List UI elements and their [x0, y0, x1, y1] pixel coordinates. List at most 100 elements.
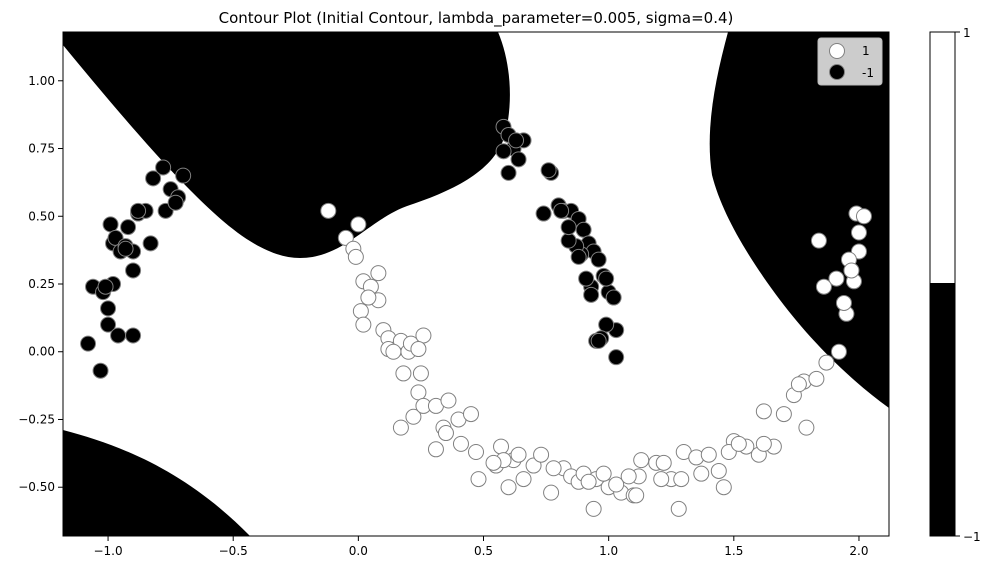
y-tick-label: −0.25: [18, 412, 55, 426]
point-positive: [485, 454, 502, 471]
y-tick-label: 0.75: [28, 142, 55, 156]
x-tick-label: 0.5: [474, 544, 493, 558]
legend-marker-positive: [829, 43, 845, 59]
plot-area: [63, 32, 889, 536]
point-positive: [585, 500, 602, 517]
point-positive: [620, 468, 637, 485]
legend-label-negative: -1: [862, 66, 874, 80]
point-negative: [155, 159, 172, 176]
point-positive: [525, 457, 542, 474]
x-tick-label: 2.0: [849, 544, 868, 558]
point-positive: [673, 471, 690, 488]
point-negative: [97, 278, 114, 295]
point-positive: [580, 473, 597, 490]
point-negative: [570, 248, 587, 265]
point-positive: [352, 303, 369, 320]
point-negative: [608, 349, 625, 366]
x-tick-label: 0.0: [349, 544, 368, 558]
colorbar-tick-label-top: 1: [963, 26, 971, 40]
point-positive: [510, 446, 527, 463]
legend-label-positive: 1: [862, 44, 870, 58]
point-positive: [855, 208, 872, 225]
point-negative: [92, 362, 109, 379]
point-negative: [495, 143, 512, 160]
point-negative: [560, 232, 577, 249]
point-positive: [655, 454, 672, 471]
point-positive: [830, 343, 847, 360]
point-positive: [320, 202, 337, 219]
point-negative: [598, 270, 615, 287]
point-positive: [415, 327, 432, 344]
point-positive: [775, 406, 792, 423]
point-positive: [818, 354, 835, 371]
y-tick-label: 1.00: [28, 74, 55, 88]
point-positive: [370, 265, 387, 282]
point-negative: [605, 289, 622, 306]
point-positive: [515, 471, 532, 488]
point-negative: [142, 235, 159, 252]
point-negative: [583, 286, 600, 303]
point-negative: [102, 216, 119, 233]
point-negative: [508, 132, 525, 149]
x-axis: −1.0 −0.5 0.0 0.5 1.0 1.5 2.0: [93, 536, 869, 558]
point-positive: [790, 376, 807, 393]
point-positive: [440, 392, 457, 409]
point-negative: [575, 221, 592, 238]
point-positive: [633, 452, 650, 469]
point-negative: [598, 316, 615, 333]
point-negative: [130, 202, 147, 219]
point-positive: [700, 446, 717, 463]
point-negative: [117, 240, 134, 257]
point-positive: [670, 500, 687, 517]
point-negative: [500, 164, 517, 181]
point-positive: [543, 484, 560, 501]
x-tick-label: 1.5: [724, 544, 743, 558]
point-positive: [533, 446, 550, 463]
point-positive: [462, 406, 479, 423]
legend-marker-negative: [829, 64, 845, 80]
point-negative: [100, 300, 117, 317]
point-negative: [510, 151, 527, 168]
point-positive: [412, 365, 429, 382]
point-positive: [360, 289, 377, 306]
negative-region-top-left: [63, 32, 510, 258]
point-positive: [347, 248, 364, 265]
point-positive: [730, 435, 747, 452]
point-positive: [828, 270, 845, 287]
x-tick-label: −0.5: [219, 544, 248, 558]
point-negative: [175, 167, 192, 184]
point-positive: [385, 343, 402, 360]
point-negative: [167, 194, 184, 211]
point-negative: [125, 262, 142, 279]
point-negative: [578, 270, 595, 287]
point-positive: [410, 384, 427, 401]
point-positive: [427, 441, 444, 458]
point-positive: [850, 224, 867, 241]
x-tick-label: 1.0: [599, 544, 618, 558]
point-positive: [755, 435, 772, 452]
point-positive: [410, 341, 427, 358]
point-negative: [553, 202, 570, 219]
y-axis: −0.50 −0.25 0.00 0.25 0.50 0.75 1.00: [18, 74, 63, 494]
point-negative: [110, 327, 127, 344]
point-negative: [540, 162, 557, 179]
negative-region-bottom-left: [63, 430, 250, 536]
point-positive: [545, 460, 562, 477]
point-positive: [798, 419, 815, 436]
x-tick-label: −1.0: [93, 544, 122, 558]
point-positive: [693, 465, 710, 482]
point-negative: [560, 219, 577, 236]
point-positive: [755, 403, 772, 420]
y-tick-label: 0.25: [28, 277, 55, 291]
point-positive: [628, 487, 645, 504]
colorbar-frame: [929, 31, 956, 537]
point-negative: [590, 332, 607, 349]
legend: 1 -1: [817, 37, 883, 86]
point-positive: [500, 479, 517, 496]
point-positive: [710, 462, 727, 479]
colorbar-negative-band: [930, 283, 955, 536]
point-positive: [493, 438, 510, 455]
y-tick-label: 0.50: [28, 209, 55, 223]
colorbar-positive-band: [930, 32, 955, 283]
chart-title: Contour Plot (Initial Contour, lambda_pa…: [219, 9, 734, 28]
